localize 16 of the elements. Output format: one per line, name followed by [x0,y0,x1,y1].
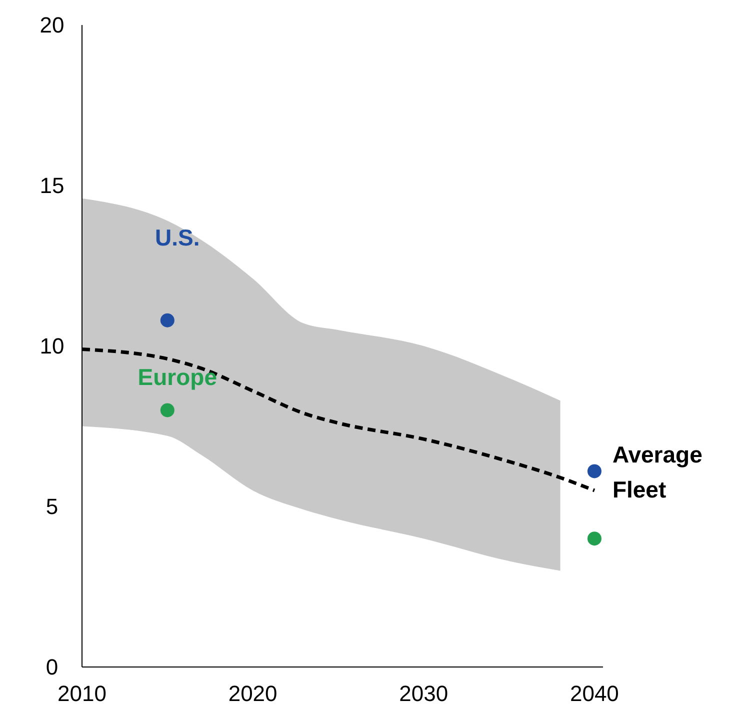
point [160,313,174,328]
y-tick-label: 0 [46,654,58,680]
point [160,403,174,418]
point [587,464,602,478]
x-tick-label: 2010 [58,681,106,706]
y-tick-label: 5 [46,494,58,520]
y-tick-label: 20 [40,12,64,38]
x-tick-label: 2040 [570,681,619,706]
point [587,532,602,546]
x-tick-label: 2020 [228,681,278,706]
series-label: Europe [138,364,218,390]
text: U.S. [155,224,200,250]
y-tick-label: 15 [40,173,64,198]
y-tick-label: 10 [40,334,64,359]
x-tick-label: 2030 [399,681,448,706]
series-label: Average Fleet [612,441,702,502]
